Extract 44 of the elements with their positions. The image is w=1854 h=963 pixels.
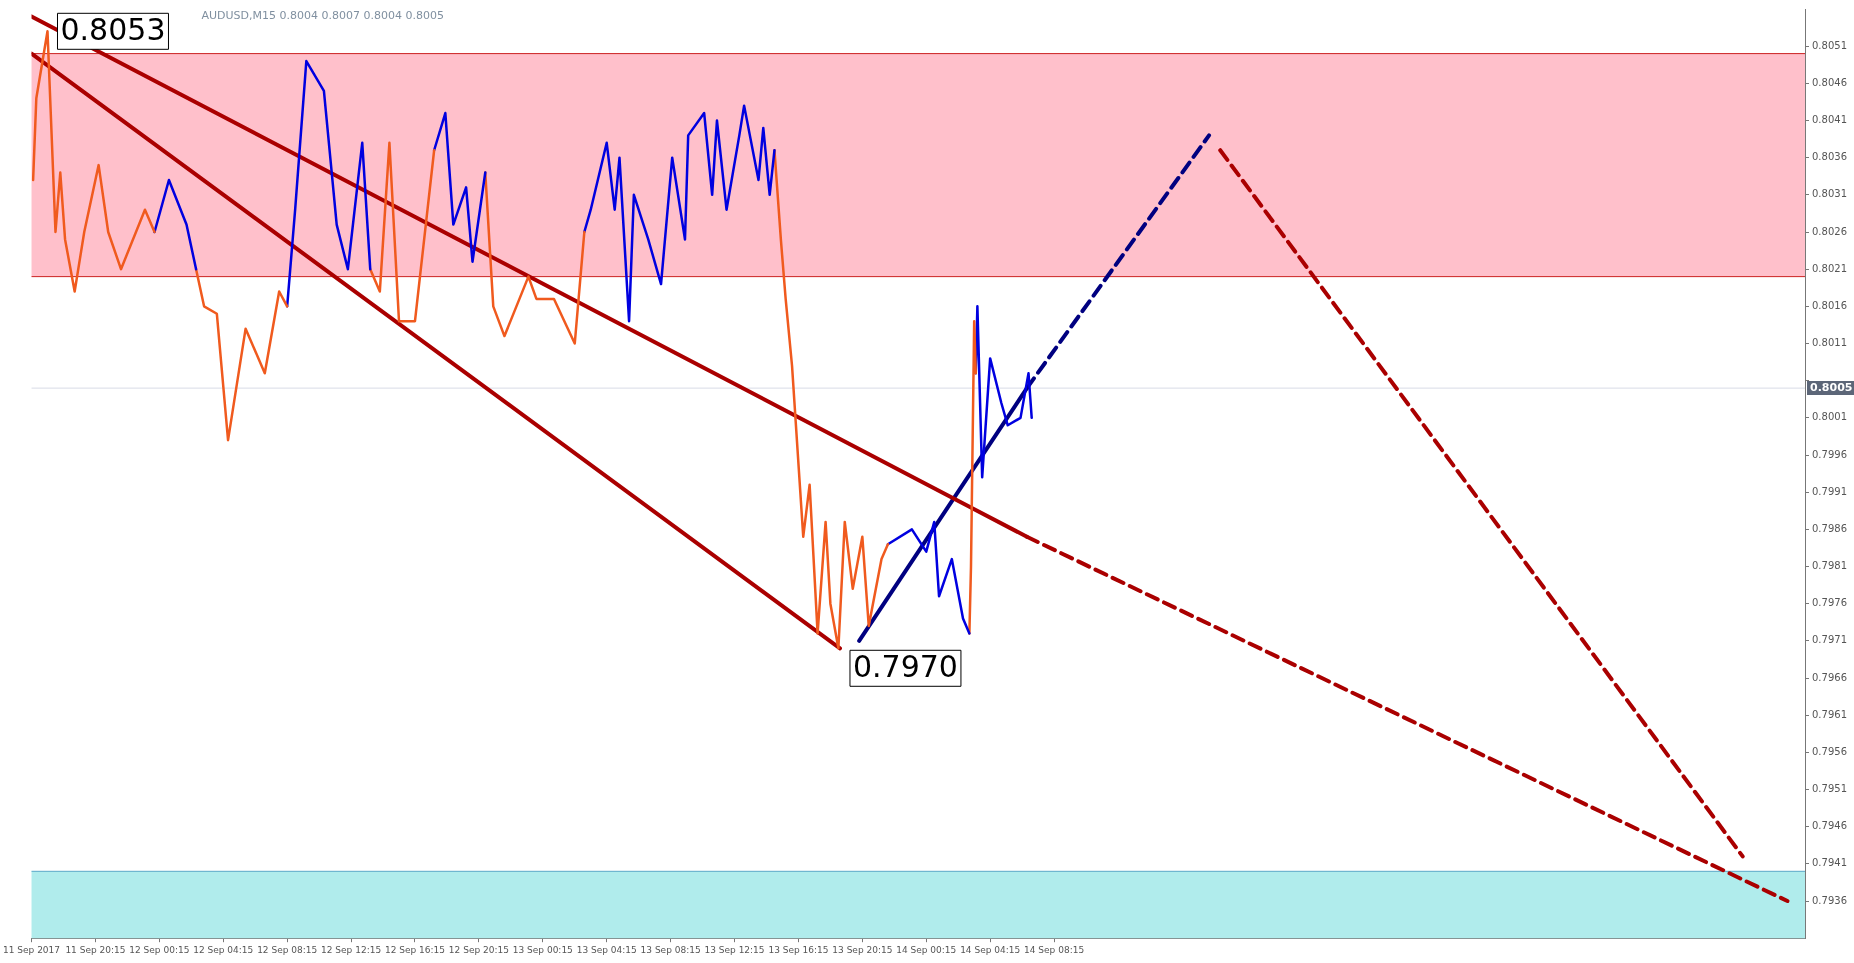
- x-tick-label: 13 Sep 00:15: [512, 944, 573, 955]
- x-tick-label: 12 Sep 04:15: [193, 944, 254, 955]
- y-tick-label: 0.7966: [1812, 671, 1848, 683]
- y-tick-label: 0.8036: [1812, 151, 1848, 163]
- y-tick-label: 0.8016: [1812, 299, 1848, 311]
- x-tick-label: 14 Sep 00:15: [896, 944, 957, 955]
- chart-title: AUDUSD,M15 0.8004 0.8007 0.8004 0.8005: [201, 9, 444, 23]
- y-tick-label: 0.8051: [1812, 39, 1848, 51]
- x-tick-label: 12 Sep 20:15: [448, 944, 509, 955]
- y-tick-label: 0.8021: [1812, 262, 1848, 274]
- y-tick-label: 0.7996: [1812, 448, 1848, 460]
- y-tick-label: 0.8011: [1812, 337, 1848, 349]
- annotation: 0.7970: [852, 649, 958, 685]
- annotation: 0.8053: [60, 12, 166, 48]
- x-tick-label: 14 Sep 08:15: [1024, 944, 1085, 955]
- ref-line-label: 0.8005: [1810, 380, 1853, 394]
- y-tick-label: 0.7976: [1812, 597, 1848, 609]
- y-tick-label: 0.8001: [1812, 411, 1848, 423]
- y-tick-label: 0.8046: [1812, 76, 1848, 88]
- y-tick-label: 0.7986: [1812, 522, 1848, 534]
- y-tick-label: 0.7946: [1812, 820, 1848, 832]
- y-tick-label: 0.7961: [1812, 708, 1848, 720]
- y-tick-label: 0.7941: [1812, 857, 1848, 869]
- y-tick-label: 0.7936: [1812, 894, 1848, 906]
- y-tick-label: 0.7951: [1812, 783, 1848, 795]
- x-tick-label: 14 Sep 04:15: [960, 944, 1021, 955]
- y-tick-label: 0.7971: [1812, 634, 1848, 646]
- y-tick-label: 0.8031: [1812, 188, 1848, 200]
- y-tick-label: 0.7956: [1812, 745, 1848, 757]
- x-tick-label: 13 Sep 08:15: [640, 944, 701, 955]
- x-tick-label: 13 Sep 20:15: [832, 944, 893, 955]
- x-tick-label: 12 Sep 00:15: [129, 944, 190, 955]
- x-tick-label: 12 Sep 12:15: [321, 944, 382, 955]
- x-tick-label: 12 Sep 16:15: [384, 944, 446, 955]
- x-tick-label: 11 Sep 2017: [3, 944, 61, 955]
- x-tick-label: 12 Sep 08:15: [257, 944, 318, 955]
- x-tick-label: 11 Sep 20:15: [65, 944, 126, 955]
- y-tick-label: 0.8026: [1812, 225, 1848, 237]
- x-tick-label: 13 Sep 12:15: [704, 944, 765, 955]
- y-tick-label: 0.7981: [1812, 560, 1848, 572]
- y-tick-label: 0.8041: [1812, 114, 1848, 126]
- x-tick-label: 13 Sep 16:15: [768, 944, 829, 955]
- y-tick-label: 0.7991: [1812, 485, 1848, 497]
- x-tick-label: 13 Sep 04:15: [576, 944, 637, 955]
